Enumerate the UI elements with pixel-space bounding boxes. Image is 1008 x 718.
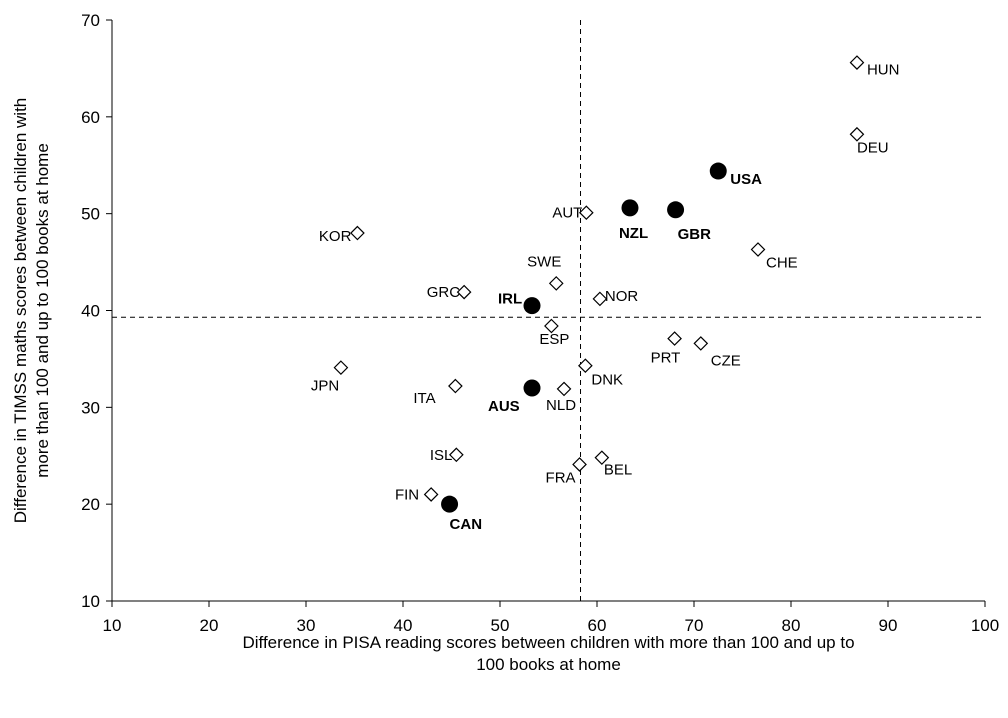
axes: 10 20 30 40 50 60 70 80 90 100 10 20 30 40 50 60 70: [81, 11, 999, 635]
point-dnk: [578, 358, 593, 374]
point-esp: [544, 318, 559, 334]
point-irl: [523, 297, 541, 315]
point-label-can: CAN: [450, 516, 483, 533]
point-swe: [548, 276, 564, 291]
point-kor: [350, 225, 365, 241]
point-grc: [456, 284, 472, 300]
point-label-swe: SWE: [527, 253, 561, 270]
y-axis-title-line: more than 100 and up to 100 books at hom…: [33, 143, 52, 478]
point-can: [441, 495, 459, 513]
x-axis-title: Difference in PISA reading scores betwee…: [242, 633, 854, 674]
x-axis-title-line: 100 books at home: [476, 655, 621, 674]
y-tick-label: 20: [81, 495, 100, 514]
point-label-prt: PRT: [651, 350, 681, 367]
point-label-che: CHE: [766, 254, 798, 271]
point-label-jpn: JPN: [311, 378, 339, 395]
x-tick-label: 30: [297, 616, 316, 635]
point-nor: [592, 291, 608, 307]
y-tick-label: 30: [81, 398, 100, 417]
axis-titles: Difference in PISA reading scores betwee…: [11, 98, 855, 674]
point-usa: [709, 162, 727, 180]
x-tick-label: 80: [782, 616, 801, 635]
point-label-esp: ESP: [539, 331, 569, 348]
x-tick-label: 90: [879, 616, 898, 635]
y-tick-label: 60: [81, 108, 100, 127]
point-nzl: [621, 199, 639, 217]
point-ita: [448, 378, 463, 394]
point-label-deu: DEU: [857, 139, 889, 156]
point-prt: [667, 331, 682, 346]
point-fra: [572, 457, 587, 472]
point-che: [750, 242, 766, 257]
x-tick-label: 50: [491, 616, 510, 635]
point-hun: [849, 55, 865, 70]
point-label-grc: GRC: [427, 284, 461, 301]
x-tick-label: 100: [971, 616, 999, 635]
x-tick-label: 70: [685, 616, 704, 635]
x-tick-label: 20: [200, 616, 219, 635]
x-tick-label: 60: [588, 616, 607, 635]
point-label-fin: FIN: [395, 486, 419, 503]
point-label-hun: HUN: [867, 62, 900, 79]
point-label-nzl: NZL: [619, 225, 648, 242]
y-tick-label: 70: [81, 11, 100, 30]
y-axis-title: Difference in TIMSS maths scores between…: [11, 98, 52, 524]
data-points: [333, 55, 865, 513]
x-axis-title-line: Difference in PISA reading scores betwee…: [242, 633, 854, 652]
point-label-aus: AUS: [488, 398, 520, 415]
y-axis-title-line: Difference in TIMSS maths scores between…: [11, 98, 30, 524]
point-aut: [578, 205, 594, 221]
point-label-nld: NLD: [546, 397, 576, 414]
y-tick-label: 10: [81, 592, 100, 611]
point-aus: [523, 379, 541, 397]
point-cze: [693, 336, 709, 351]
y-tick-label: 50: [81, 205, 100, 224]
reference-lines: [112, 20, 985, 601]
point-deu: [849, 126, 865, 142]
point-gbr: [667, 201, 685, 219]
point-jpn: [333, 360, 349, 375]
point-label-dnk: DNK: [591, 372, 623, 389]
point-label-bel: BEL: [604, 462, 632, 479]
point-bel: [594, 450, 610, 466]
point-label-cze: CZE: [711, 352, 741, 369]
point-label-irl: IRL: [498, 291, 522, 308]
point-label-isl: ISL: [430, 447, 453, 464]
point-label-ita: ITA: [413, 390, 435, 407]
point-label-usa: USA: [730, 171, 762, 188]
point-label-nor: NOR: [605, 288, 639, 305]
point-label-fra: FRA: [546, 469, 576, 486]
x-tick-label: 10: [103, 616, 122, 635]
x-tick-label: 40: [394, 616, 413, 635]
point-nld: [556, 381, 572, 397]
y-tick-label: 40: [81, 302, 100, 321]
point-label-gbr: GBR: [678, 226, 712, 243]
point-isl: [449, 447, 464, 463]
point-label-aut: AUT: [552, 205, 582, 222]
point-label-kor: KOR: [319, 228, 352, 245]
point-fin: [423, 487, 439, 502]
point-labels: HUN DEU CHE AUT KOR SWE GRC NOR ESP PRT CZE DNK JPN I…: [311, 62, 900, 534]
